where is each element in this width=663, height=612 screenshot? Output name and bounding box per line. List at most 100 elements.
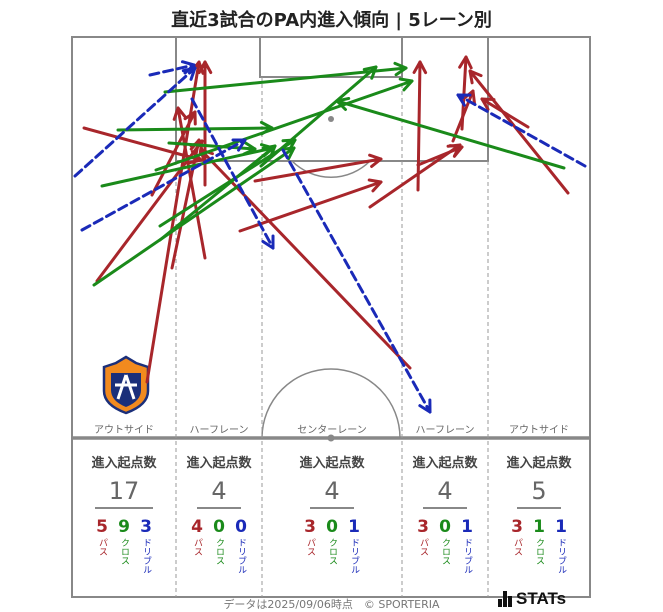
cross-count: 0 [439,517,451,537]
cross-label: クロス [327,538,337,565]
breakdown-pass: 5 パス [93,517,111,574]
entry-breakdown: 4 パス 0 クロス 0 ドリブル [176,517,262,574]
stats-logo-text: STATs [516,589,567,608]
cross-arrow [163,61,408,94]
dribble-count: 1 [348,517,360,537]
penalty-area [175,36,489,162]
entry-count-total: 5 [517,477,561,509]
entry-count-heading: 進入起点数 [506,456,572,471]
lane-stats-box: 進入起点数 4 4 パス 0 クロス 0 ドリブル [176,452,262,574]
pass-label: パス [97,538,107,556]
breakdown-pass: 4 パス [188,517,206,574]
entry-count-total: 4 [197,477,241,509]
stats-logo-icon [498,591,512,607]
cross-count: 0 [326,517,338,537]
cross-arrow [259,65,378,168]
lane-label: センターレーン [297,425,367,436]
entry-count-total: 4 [423,477,467,509]
cross-label: クロス [534,538,544,565]
entry-count-total: 17 [94,477,154,509]
pass-arrow [416,144,464,167]
dribble-count: 1 [461,517,473,537]
breakdown-dribble: 0 ドリブル [232,517,250,574]
lane-stats-box: 進入起点数 4 3 パス 0 クロス 1 ドリブル [262,452,402,574]
dribble-arrow [281,148,432,414]
breakdown-dribble: 1 ドリブル [552,517,570,574]
cross-arrow [335,96,566,170]
cross-label: クロス [214,538,224,565]
breakdown-cross: 0 クロス [323,517,341,574]
albirex-crest-icon [102,355,150,415]
lane-label: アウトサイド [509,425,569,436]
breakdown-pass: 3 パス [301,517,319,574]
breakdown-pass: 3 パス [414,517,432,574]
goal-area [259,36,403,78]
dribble-arrow [456,93,587,168]
dribble-label: ドリブル [462,538,472,574]
lane-label: ハーフレーン [189,425,249,436]
pass-label: パス [305,538,315,556]
cross-label: クロス [119,538,129,565]
entry-arrows [73,55,587,414]
pass-count: 3 [417,517,429,537]
dribble-arrow [148,60,196,77]
breakdown-cross: 1 クロス [530,517,548,574]
breakdown-dribble: 1 ドリブル [345,517,363,574]
stats-logo: STATs [498,589,566,609]
penalty-spot [328,116,334,122]
breakdown-dribble: 3 ドリブル [137,517,155,574]
entry-count-heading: 進入起点数 [186,456,252,471]
center-circle [261,368,401,439]
dribble-count: 0 [235,517,247,537]
pass-arrow [150,110,197,197]
footer-credit: データは2025/09/06時点 © SPORTERIA [223,598,440,611]
pass-arrow [82,126,203,165]
lane-stats-box: 進入起点数 4 3 パス 0 クロス 1 ドリブル [402,452,488,574]
cross-arrow [154,77,414,172]
entry-breakdown: 3 パス 0 クロス 1 ドリブル [262,517,402,574]
lane-stats-box: 進入起点数 17 5 パス 9 クロス 3 ドリブル [72,452,176,574]
pass-label: パス [418,538,428,556]
entry-count-total: 4 [310,477,354,509]
entry-breakdown: 3 パス 1 クロス 1 ドリブル [488,517,590,574]
breakdown-pass: 3 パス [508,517,526,574]
dribble-label: ドリブル [349,538,359,574]
pass-count: 4 [191,517,203,537]
pass-arrow [145,60,205,384]
entry-count-heading: 進入起点数 [91,456,157,471]
dribble-count: 3 [140,517,152,537]
breakdown-cross: 0 クロス [436,517,454,574]
pass-count: 3 [511,517,523,537]
dribble-arrow [80,138,247,232]
pass-arrow [253,153,383,183]
entry-count-heading: 進入起点数 [412,456,478,471]
lane-stats-box: 進入起点数 5 3 パス 1 クロス 1 ドリブル [488,452,590,574]
entry-breakdown: 3 パス 0 クロス 1 ドリブル [402,517,488,574]
pass-label: パス [192,538,202,556]
cross-count: 0 [213,517,225,537]
breakdown-cross: 9 クロス [115,517,133,574]
entry-count-heading: 進入起点数 [299,456,365,471]
dribble-label: ドリブル [236,538,246,574]
dribble-count: 1 [555,517,567,537]
pass-arrow [238,178,383,233]
entry-breakdown: 5 パス 9 クロス 3 ドリブル [72,517,176,574]
lane-label: ハーフレーン [415,425,475,436]
pass-arrow [468,69,570,195]
lane-label: アウトサイド [94,425,154,436]
pass-arrow [458,55,473,131]
breakdown-dribble: 1 ドリブル [458,517,476,574]
cross-label: クロス [440,538,450,565]
center-spot [327,434,335,442]
page-title: 直近3試合のPA内進入傾向 | 5レーン別 [171,10,492,31]
cross-count: 9 [118,517,130,537]
pass-label: パス [512,538,522,556]
dribble-arrow [190,97,275,250]
dribble-label: ドリブル [141,538,151,574]
pass-count: 3 [304,517,316,537]
penalty-arc [291,160,371,178]
cross-arrow [92,146,296,287]
dribble-label: ドリブル [556,538,566,574]
cross-count: 1 [533,517,545,537]
